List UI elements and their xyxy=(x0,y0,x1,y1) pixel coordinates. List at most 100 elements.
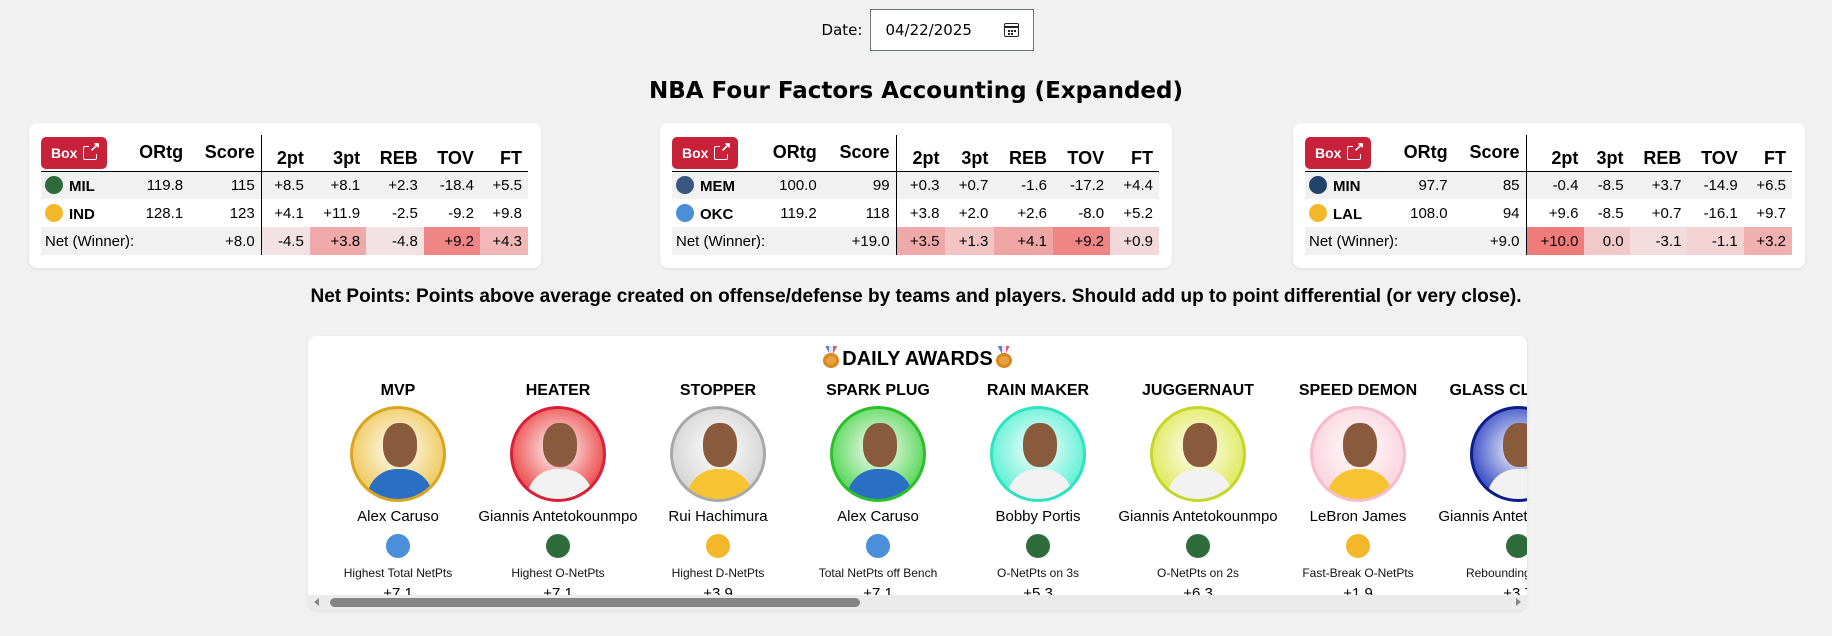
player-avatar[interactable] xyxy=(990,406,1086,502)
player-avatar[interactable] xyxy=(670,406,766,502)
column-header: REB xyxy=(994,135,1053,172)
award-item: GLASS CLEANER Giannis Antetokounmpo Rebo… xyxy=(1438,382,1527,602)
date-input[interactable]: 04/22/2025 xyxy=(870,9,1035,51)
thunder-logo-icon xyxy=(386,534,410,558)
team-cell: LAL xyxy=(1305,199,1389,227)
factor-value: +9.8 xyxy=(492,204,522,222)
net-value: +19.0 xyxy=(822,227,897,255)
box-score-button[interactable]: Box xyxy=(1305,136,1372,169)
scroll-right-arrow-icon[interactable] xyxy=(1516,598,1521,606)
horizontal-scrollbar[interactable] xyxy=(308,595,1527,610)
awards-title-text: DAILY AWARDS xyxy=(842,348,993,370)
awards-title: DAILY AWARDS xyxy=(308,346,1527,371)
factor-value: +11.9 xyxy=(323,204,361,222)
factor-value: -16.1 xyxy=(1703,204,1738,222)
score-value: 94 xyxy=(1453,199,1527,227)
award-description: Highest Total NetPts xyxy=(343,566,453,580)
column-header: ORtg xyxy=(757,135,823,172)
award-item: STOPPER Rui Hachimura Highest D-NetPts +… xyxy=(638,382,798,602)
player-avatar[interactable] xyxy=(830,406,926,502)
net-factor-value: +3.2 xyxy=(1743,227,1792,255)
net-factor-value: -4.8 xyxy=(366,227,424,255)
award-name: MVP xyxy=(380,382,416,399)
factor-value: -14.9 xyxy=(1687,171,1744,199)
player-head-icon xyxy=(1183,423,1217,467)
net-factor-value: -3.1 xyxy=(1629,227,1688,255)
award-name: HEATER xyxy=(525,382,591,399)
net-factor-value: +9.2 xyxy=(1052,227,1111,255)
bucks-logo-icon xyxy=(1186,534,1210,558)
team-row: LAL 108.0 94 +9.6 -8.5 +0.7 -16.1 +9.7 xyxy=(1305,199,1792,227)
box-label: Box xyxy=(51,144,78,161)
team-cell: IND xyxy=(41,199,125,227)
box-label: Box xyxy=(682,144,709,161)
awards-strip: MVP Alex Caruso Highest Total NetPts +7.… xyxy=(318,382,1527,602)
player-head-icon xyxy=(1023,423,1057,467)
net-winner-row: Net (Winner): +8.0 -4.5 +3.8 -4.8 +9.2 +4.3 xyxy=(41,227,528,255)
column-header: 3pt xyxy=(1584,135,1630,172)
factor-value: +9.6 xyxy=(1548,204,1579,222)
pacers-logo-icon xyxy=(45,203,63,222)
box-score-button[interactable]: Box xyxy=(41,136,108,169)
player-avatar[interactable] xyxy=(1470,406,1527,502)
medal-icon xyxy=(822,346,840,368)
net-factor-value: +10.0 xyxy=(1526,227,1585,255)
date-value: 04/22/2025 xyxy=(885,21,972,39)
award-item: SPEED DEMON LeBron James Fast-Break O-Ne… xyxy=(1278,382,1438,602)
column-header: TOV xyxy=(1687,135,1744,172)
player-avatar[interactable] xyxy=(1150,406,1246,502)
player-head-icon xyxy=(703,423,737,467)
column-header: Score xyxy=(189,135,262,172)
column-header: FT xyxy=(1743,135,1792,172)
net-factor-value: +4.1 xyxy=(994,227,1053,255)
four-factors-table: BoxORtgScore2pt3ptREBTOVFTMIN97.785-0.4-… xyxy=(1305,135,1792,255)
award-item: MVP Alex Caruso Highest Total NetPts +7.… xyxy=(318,382,478,602)
net-label: Net (Winner): xyxy=(1305,227,1454,255)
net-label: Net (Winner): xyxy=(41,227,190,255)
grizzlies-logo-icon xyxy=(676,175,694,194)
score-value: 85 xyxy=(1453,171,1527,199)
ortg-value: 119.2 xyxy=(780,204,817,222)
lakers-logo-icon xyxy=(706,534,730,558)
player-name: LeBron James xyxy=(1309,508,1407,525)
factor-value: -9.2 xyxy=(448,204,474,222)
external-link-icon xyxy=(714,139,732,160)
player-head-icon xyxy=(1343,423,1377,467)
player-avatar[interactable] xyxy=(510,406,606,502)
team-row: OKC 119.2 118 +3.8 +2.0 +2.6 -8.0 +5.2 xyxy=(672,199,1159,227)
player-avatar[interactable] xyxy=(1310,406,1406,502)
player-jersey-icon xyxy=(1007,469,1073,499)
four-factors-card: BoxORtgScore2pt3ptREBTOVFTMIN97.785-0.4-… xyxy=(1293,123,1805,268)
player-name: Giannis Antetokounmpo xyxy=(1438,508,1527,525)
player-head-icon xyxy=(863,423,897,467)
award-name: RAIN MAKER xyxy=(986,382,1090,399)
player-head-icon xyxy=(543,423,577,467)
box-cell: Box xyxy=(672,135,757,172)
column-header: REB xyxy=(366,135,424,172)
scroll-left-arrow-icon[interactable] xyxy=(314,598,319,606)
thunder-logo-icon xyxy=(676,203,694,222)
factor-value: -0.4 xyxy=(1526,171,1585,199)
ortg-value: 108.0 xyxy=(1410,204,1448,222)
timberwolves-logo-icon xyxy=(1309,175,1327,194)
player-name: Giannis Antetokounmpo xyxy=(478,508,638,525)
net-factor-value: +0.9 xyxy=(1110,227,1159,255)
box-score-button[interactable]: Box xyxy=(672,136,739,169)
factor-value: +2.3 xyxy=(366,171,424,199)
player-avatar[interactable] xyxy=(350,406,446,502)
column-header: ORtg xyxy=(124,135,190,172)
date-row: Date: 04/22/2025 xyxy=(0,9,1832,51)
net-value: +9.0 xyxy=(1453,227,1527,255)
factor-value: +4.4 xyxy=(1110,171,1159,199)
factor-value: +5.2 xyxy=(1123,204,1153,222)
box-cell: Box xyxy=(1305,135,1389,172)
player-name: Alex Caruso xyxy=(837,508,919,525)
factor-value: +8.1 xyxy=(309,171,367,199)
factor-value: +3.8 xyxy=(909,204,940,222)
calendar-icon[interactable] xyxy=(1004,23,1020,37)
player-jersey-icon xyxy=(1327,469,1393,499)
factor-value: +4.1 xyxy=(274,204,304,222)
factor-value: +9.7 xyxy=(1756,204,1786,222)
ortg-value: 97.7 xyxy=(1388,171,1454,199)
scrollbar-thumb[interactable] xyxy=(330,598,860,607)
